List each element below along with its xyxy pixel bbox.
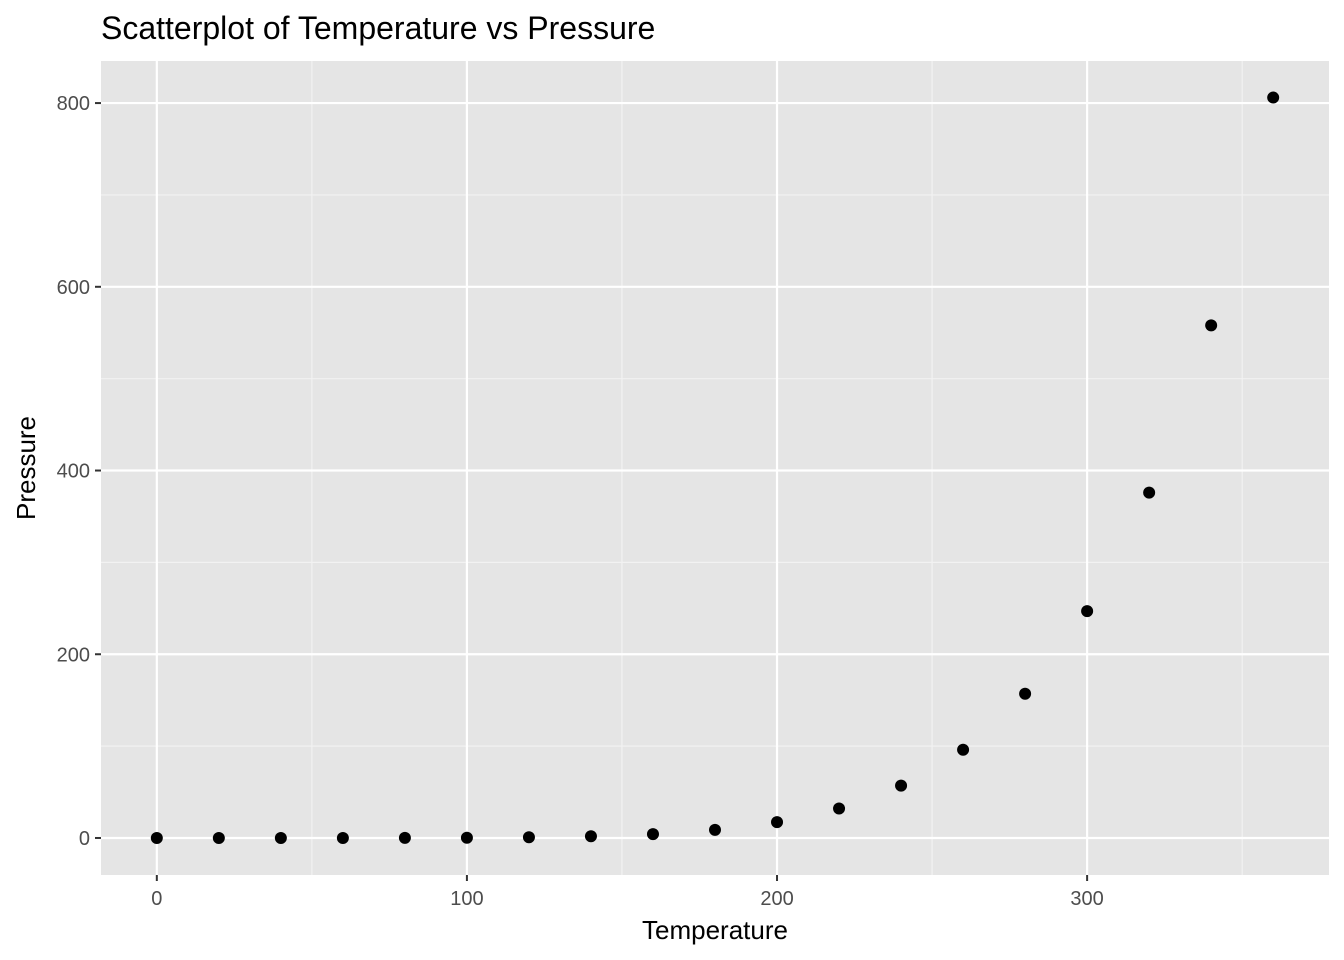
data-point [771, 816, 784, 829]
x-tick-label: 200 [760, 888, 793, 910]
data-point [1205, 319, 1218, 332]
y-tick-label: 600 [57, 277, 90, 299]
data-point [1143, 486, 1156, 499]
data-point [957, 743, 970, 756]
x-tick-label: 0 [151, 888, 162, 910]
data-point [274, 831, 287, 844]
data-point [1267, 91, 1280, 104]
y-axis: 0 200 400 600 800 [57, 93, 101, 850]
data-point [522, 831, 535, 844]
minor-gridlines [101, 61, 1329, 875]
y-axis-title: Pressure [11, 416, 41, 520]
y-tick-label: 800 [57, 93, 90, 115]
x-tick-label: 100 [450, 888, 483, 910]
y-tick-label: 0 [79, 828, 90, 850]
y-tick-label: 400 [57, 461, 90, 483]
data-point [336, 831, 349, 844]
y-tick-label: 200 [57, 644, 90, 666]
data-point [460, 831, 473, 844]
data-point [150, 831, 163, 844]
chart-title: Scatterplot of Temperature vs Pressure [101, 10, 655, 46]
data-point [646, 828, 659, 841]
data-point [398, 831, 411, 844]
x-axis-title: Temperature [642, 915, 788, 945]
data-point [1019, 687, 1032, 700]
plot-panel [101, 61, 1329, 875]
data-point [833, 802, 846, 815]
data-point [709, 823, 721, 836]
data-point [212, 831, 225, 844]
data-point [1081, 605, 1094, 618]
major-gridlines [101, 61, 1329, 875]
data-points [150, 91, 1280, 844]
x-axis: 0 100 200 300 [151, 875, 1104, 910]
data-point [584, 830, 597, 843]
data-point [895, 779, 908, 792]
x-tick-label: 300 [1070, 888, 1103, 910]
